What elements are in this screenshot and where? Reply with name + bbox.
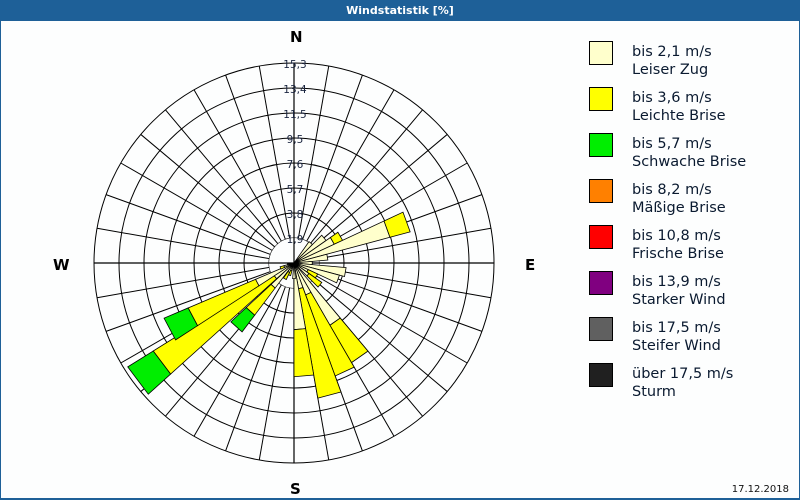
grid-spoke [312, 278, 448, 392]
bottom-border [0, 498, 800, 500]
grid-spoke [309, 109, 423, 245]
legend-swatch [589, 179, 613, 203]
legend-range: bis 5,7 m/s [632, 136, 712, 152]
legend-label: Steifer Wind [632, 338, 721, 354]
grid-spoke [193, 284, 282, 437]
legend-swatch [589, 41, 613, 65]
grid-spoke [96, 227, 270, 260]
grid-spoke [120, 162, 273, 251]
wind-sector-segment [127, 350, 172, 395]
legend-range: bis 8,2 m/s [632, 182, 712, 198]
grid-spoke [165, 109, 279, 245]
wind-sector-segment [287, 262, 295, 266]
legend-swatch [589, 363, 613, 387]
chart-title: Windstatistik [%] [0, 0, 800, 21]
radial-tick-label: 3,8 [287, 209, 304, 221]
legend-swatch [589, 87, 613, 111]
radial-tick-label: 9,5 [287, 134, 304, 146]
wind-sector-segment [163, 307, 199, 341]
wind-sector-segment [298, 287, 342, 399]
legend-label: Frische Brise [632, 246, 724, 262]
legend-label: Leichte Brise [632, 108, 726, 124]
legend-range: bis 2,1 m/s [632, 44, 712, 60]
compass-south-label: S [290, 480, 301, 498]
legend-label: Starker Wind [632, 292, 726, 308]
wind-sector-segment [383, 211, 411, 238]
radial-tick-label: 1,9 [287, 234, 304, 246]
radial-tick-label: 15,3 [283, 59, 306, 71]
legend-range: bis 10,8 m/s [632, 228, 721, 244]
wind-sector-segment [306, 272, 323, 288]
compass-north-label: N [290, 28, 303, 46]
grid-spoke [225, 286, 286, 452]
grid-spoke [302, 74, 363, 240]
legend-range: bis 17,5 m/s [632, 320, 721, 336]
grid-spoke [258, 65, 291, 239]
legend-swatch [589, 133, 613, 157]
radial-tick-label: 11,5 [283, 109, 306, 121]
radial-tick-label: 7,6 [287, 159, 304, 171]
legend-label: Sturm [632, 384, 676, 400]
grid-spoke [193, 89, 282, 242]
grid-spoke [318, 227, 492, 260]
grid-spoke [96, 266, 270, 299]
legend-range: über 17,5 m/s [632, 366, 734, 382]
radial-tick-label: 13,4 [283, 84, 307, 96]
grid-spoke [315, 275, 468, 364]
grid-spoke [258, 287, 291, 461]
grid-spoke [312, 134, 448, 248]
wind-rose-chart: 1,9 3,8 5,7 7,6 9,5 11,5 13,4 15,3 [93, 59, 495, 464]
date-stamp: 17.12.2018 [731, 484, 789, 495]
grid-spoke [297, 65, 330, 239]
grid-spoke [317, 271, 483, 332]
wind-sector-segment [292, 262, 296, 280]
grid-spoke [318, 266, 492, 299]
wind-sector-segment [282, 271, 291, 281]
legend-label: Mäßige Brise [632, 200, 726, 216]
wind-sector-segment [293, 328, 315, 378]
grid-spoke [315, 162, 468, 251]
legend-range: bis 3,6 m/s [632, 90, 712, 106]
radial-tick-label: 5,7 [287, 184, 304, 196]
grid-spoke [306, 89, 395, 242]
grid-spoke [225, 74, 286, 240]
wind-sector-segment [230, 307, 256, 333]
legend-swatch [589, 317, 613, 341]
grid-spoke [105, 271, 271, 332]
legend-label: Schwache Brise [632, 154, 747, 170]
grid-spoke [140, 134, 276, 248]
wind-sector-segment [279, 265, 286, 270]
grid-spoke [105, 194, 271, 255]
compass-east-label: E [525, 256, 536, 274]
legend-swatch [589, 271, 613, 295]
legend-range: bis 13,9 m/s [632, 274, 721, 290]
compass-west-label: W [53, 256, 70, 274]
legend-swatch [589, 225, 613, 249]
legend-label: Leiser Zug [632, 62, 709, 78]
